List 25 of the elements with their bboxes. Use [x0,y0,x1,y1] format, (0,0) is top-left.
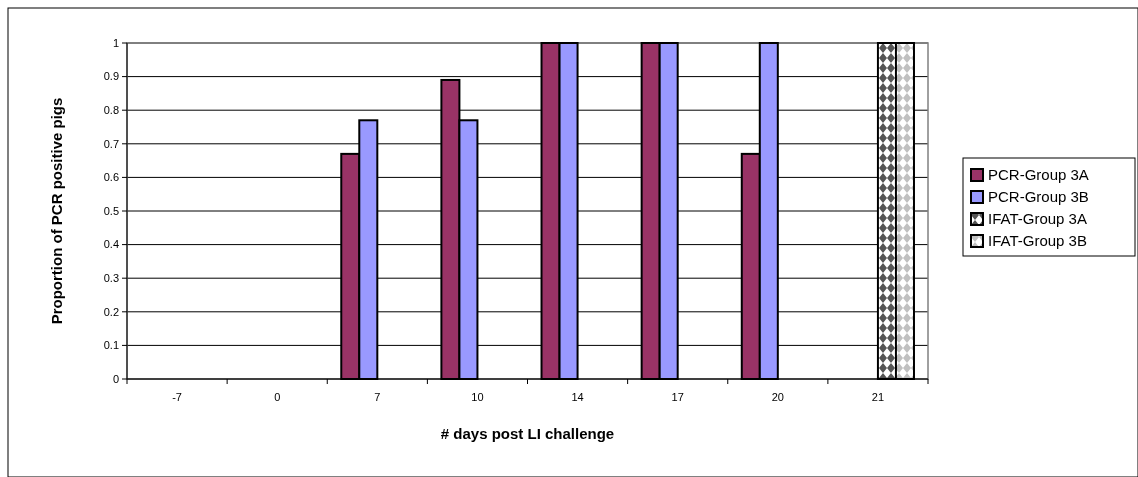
y-tick-label: 0.4 [103,238,119,251]
y-tick-label: 0 [112,372,119,385]
y-tick-label: 0.6 [103,171,119,184]
y-tick-label: 0.5 [103,204,119,217]
legend-label: PCR-Group 3B [988,188,1089,205]
x-tick-label: 17 [671,391,684,403]
y-tick-label: 0.1 [103,339,119,352]
y-tick-label: 0.3 [103,272,119,285]
y-tick-label: 1 [112,36,119,49]
legend-label: IFAT-Group 3A [988,210,1087,227]
x-tick-label: 0 [274,391,281,403]
legend-label: IFAT-Group 3B [988,232,1087,249]
y-tick-label: 0.2 [103,305,119,318]
x-tick-label: 21 [871,391,885,403]
x-tick-label: -7 [172,391,182,403]
legend-label: PCR-Group 3A [988,166,1089,183]
y-tick-label: 0.7 [103,137,119,150]
x-tick-label: 10 [471,391,484,403]
y-tick-label: 0.9 [103,70,119,83]
y-tick-label: 0.8 [103,104,119,117]
x-axis-title: # days post LI challenge [440,425,615,442]
x-tick-label: 7 [374,391,381,403]
x-tick-label: 14 [571,391,584,403]
y-axis-title: Proportion of PCR positive pigs [48,97,65,325]
x-tick-label: 20 [771,391,784,403]
